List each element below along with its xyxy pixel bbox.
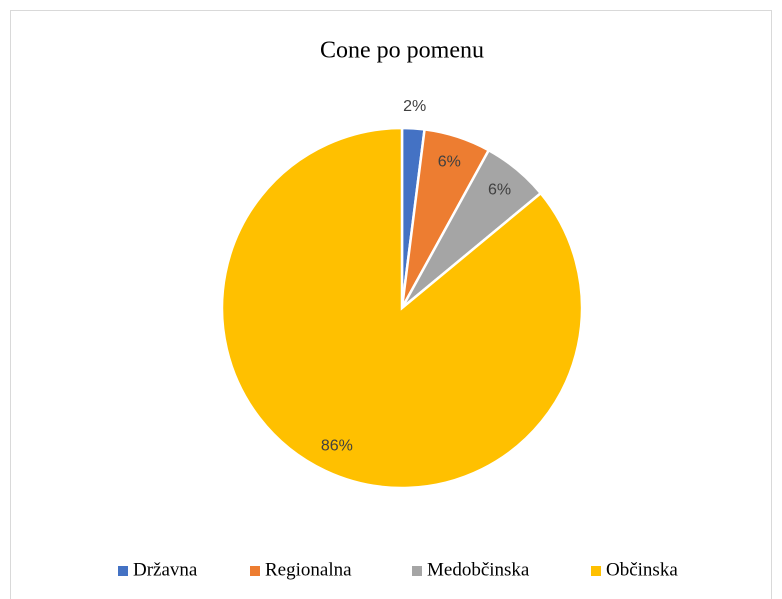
data-label: 6%	[438, 154, 461, 171]
legend-swatch	[250, 566, 260, 576]
legend-swatch	[118, 566, 128, 576]
pie-slice	[220, 126, 584, 490]
legend-label: Občinska	[606, 559, 678, 580]
data-label: 6%	[488, 181, 511, 198]
legend-label: Regionalna	[265, 559, 352, 580]
legend-label: Državna	[133, 559, 198, 580]
data-label: 86%	[321, 438, 353, 455]
data-label: 2%	[403, 98, 426, 115]
legend-swatch	[591, 566, 601, 576]
legend-swatch	[412, 566, 422, 576]
legend-label: Medobčinska	[427, 559, 530, 580]
chart-title: Cone po pomenu	[320, 38, 484, 64]
